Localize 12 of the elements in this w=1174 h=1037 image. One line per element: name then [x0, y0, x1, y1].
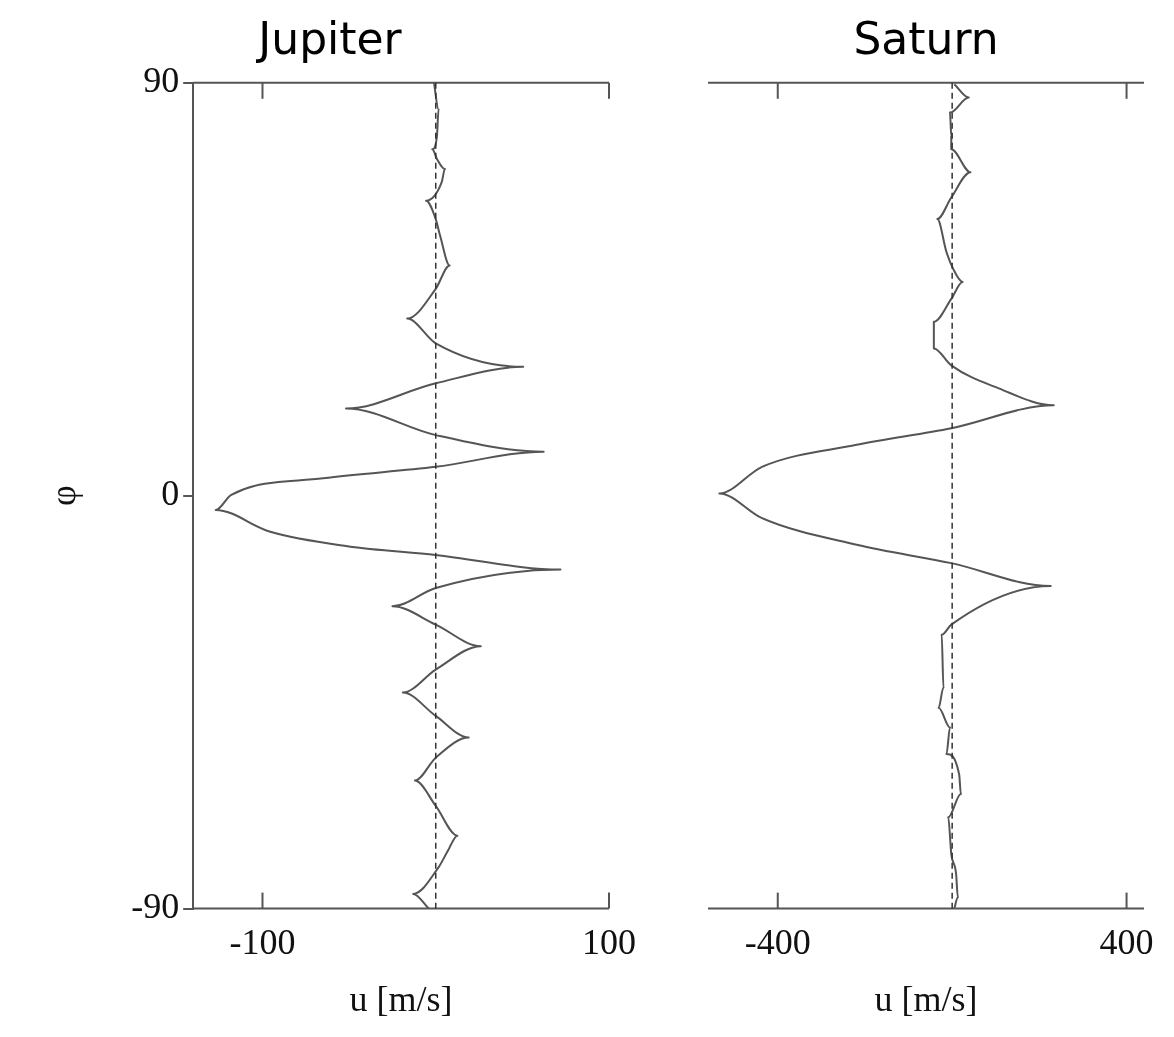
chart-title: Jupiter: [255, 12, 403, 64]
x-tick-label: -100: [229, 921, 296, 962]
x-axis-title: u [m/s]: [349, 978, 453, 1019]
y-tick-label: 0: [161, 473, 180, 514]
chart-title: Saturn: [853, 12, 999, 64]
x-axis-title: u [m/s]: [874, 978, 978, 1019]
y-axis-title: φ: [43, 485, 84, 507]
y-tick-label: -90: [131, 886, 180, 927]
x-tick-label: -400: [744, 921, 811, 962]
y-tick-label: 90: [143, 60, 180, 101]
x-tick-label: 400: [1099, 921, 1154, 962]
x-tick-label: 100: [582, 921, 636, 962]
